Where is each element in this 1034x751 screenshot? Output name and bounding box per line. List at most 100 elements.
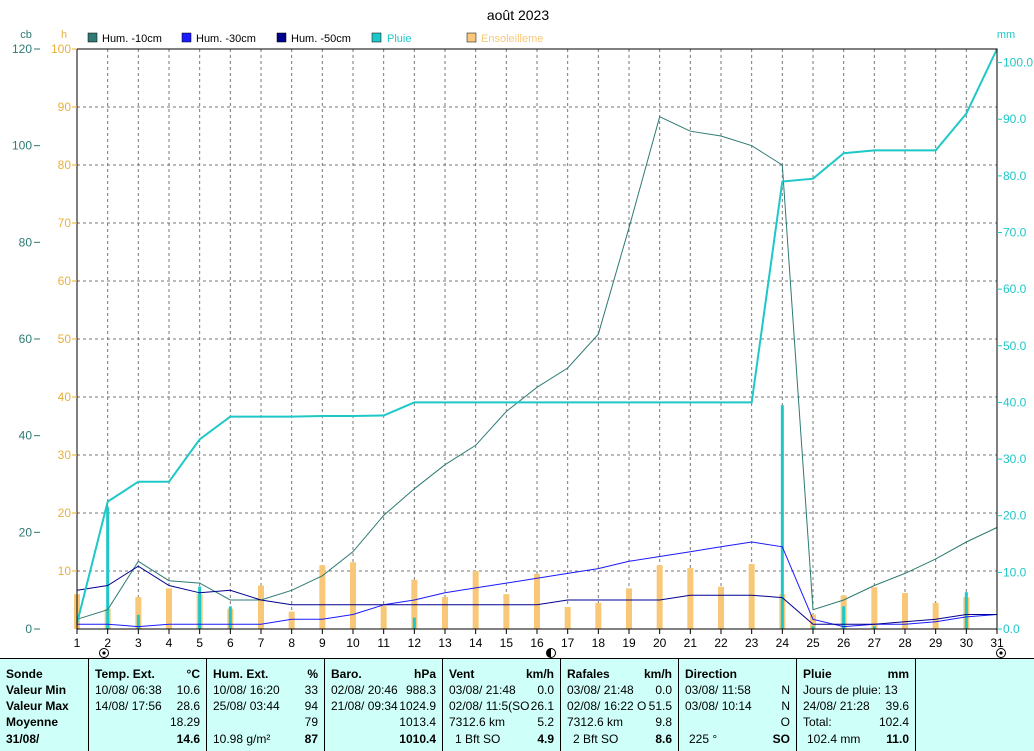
x-axis-tick-label: 9 — [319, 636, 326, 650]
temp-max-value: 28.6 — [176, 699, 200, 713]
daily-rain-bar — [872, 626, 876, 629]
daily-rain-bar — [106, 507, 110, 629]
sunshine-bar — [810, 614, 816, 629]
hum-min-time: 10/08/ 16:20 — [213, 683, 280, 697]
series-line-hum-50cm — [76, 565, 997, 625]
daily-rain-bar — [228, 606, 232, 629]
vent-unit: km/h — [525, 667, 554, 681]
rafales-day: 8.6 — [655, 732, 672, 746]
pluie-total: 102.4 — [878, 715, 909, 729]
vent-column: Vent km/h 03/08/ 21:48 0.0 02/08/ 11:5(SO 2… — [442, 659, 560, 751]
pluie-header: Pluie — [803, 667, 832, 681]
pluie-day-total: 102.4 mm — [807, 732, 861, 746]
baro-min-value: 988.3 — [405, 683, 436, 697]
direction-avg: O — [780, 715, 790, 729]
hum-max-time: 25/08/ 03:44 — [213, 699, 280, 713]
sunshine-bars — [74, 562, 970, 629]
pluie-unit: mm — [887, 667, 909, 681]
legend-label-pluie: Pluie — [387, 33, 411, 45]
left-axis-tick-label: 20 — [19, 525, 33, 539]
direction-header: Direction — [685, 667, 738, 681]
sunshine-bar — [503, 594, 510, 629]
left-axis-2-tick-label: 50 — [58, 332, 72, 346]
right-axis-tick-label: 30.0 — [1003, 452, 1027, 466]
temp-unit: °C — [186, 667, 200, 681]
hum-day: 87 — [304, 732, 318, 746]
sunshine-bar — [902, 593, 908, 629]
direction-max-value: N — [781, 699, 790, 713]
x-axis-tick-label: 23 — [745, 636, 759, 650]
legend-swatch-pluie — [371, 32, 382, 43]
baro-avg: 1013.4 — [399, 715, 436, 729]
x-axis-tick-label: 29 — [929, 636, 943, 650]
x-axis-tick-label: 10 — [346, 636, 360, 650]
hum-max-value: 94 — [304, 699, 318, 713]
left-axis-ticks: 0 20 40 60 80 100 120 — [12, 42, 40, 636]
legend-label-sun: Ensoleilleme — [481, 33, 543, 45]
temp-header: Temp. Ext. — [95, 667, 155, 681]
left-axis-2-tick-label: 20 — [58, 506, 72, 520]
x-axis-tick-label: 18 — [592, 636, 606, 650]
sunshine-bar — [564, 606, 571, 629]
x-axis-tick-label: 14 — [469, 636, 483, 650]
left-axis-unit: cb — [20, 29, 32, 41]
direction-day-degrees: 225 ° — [689, 732, 718, 746]
x-axis-tick-label: 12 — [408, 636, 422, 650]
sunshine-bar — [687, 568, 694, 629]
series-line-hum-30cm — [77, 541, 998, 628]
sunshine-bar — [932, 602, 939, 629]
left-axis-2-tick-label: 60 — [58, 274, 72, 288]
left-axis-2-tick-label: 90 — [58, 100, 72, 114]
baro-column: Baro. hPa 02/08/ 20:46 988.3 21/08/ 09:34 1… — [324, 659, 442, 751]
x-axis-tick-label: 20 — [653, 636, 667, 650]
pluie-max-time: 24/08/ 21:28 — [803, 699, 870, 713]
label-day: 31/08/ — [6, 732, 40, 746]
x-axis-tick-label: 13 — [438, 636, 452, 650]
rafales-unit: km/h — [643, 667, 672, 681]
empty-column — [915, 659, 1034, 751]
rafales-max-time: 02/08/ 16:22 O — [567, 699, 647, 713]
x-axis-tick-label: 21 — [684, 636, 698, 650]
left-axis-tick-label: 100 — [12, 139, 32, 153]
rafales-avg: 9.8 — [655, 715, 672, 729]
right-axis-ticks: 0.0 10.0 20.0 30.0 40.0 50.0 60.0 70.0 80.0 90.0 1… — [997, 56, 1033, 636]
x-axis-tick-label: 1 — [74, 636, 81, 650]
left-axis-tick-label: 60 — [19, 332, 33, 346]
rafales-min-value: 0.0 — [655, 683, 672, 697]
temp-avg: 18.29 — [169, 715, 200, 729]
vent-max-time: 02/08/ 11:5(SO — [449, 699, 530, 713]
left-axis-2-tick-label: 10 — [58, 564, 72, 578]
left-axis-tick-label: 80 — [19, 235, 33, 249]
direction-min-time: 03/08/ 11:58 — [685, 683, 751, 697]
left-axis-2-tick-label: 80 — [58, 158, 72, 172]
right-axis-tick-label: 60.0 — [1003, 282, 1027, 296]
x-axis-tick-label: 28 — [898, 636, 912, 650]
vent-day-beaufort: 1 Bft SO — [455, 732, 501, 746]
x-axis-tick-label: 25 — [806, 636, 820, 650]
sunshine-bar — [718, 586, 724, 629]
pluie-column: Pluie mm Jours de pluie: 13 24/08/ 21:28 3… — [796, 659, 915, 751]
sunshine-bar — [871, 587, 878, 629]
left-axis-2-tick-label: 70 — [58, 216, 72, 230]
right-axis-tick-label: 40.0 — [1003, 395, 1027, 409]
sunshine-bar — [319, 565, 326, 629]
hum-avg: 79 — [304, 715, 318, 729]
daily-rain-bar — [198, 586, 202, 629]
vent-header: Vent — [449, 667, 475, 681]
sunshine-bar — [288, 611, 295, 629]
baro-day: 1010.4 — [399, 732, 436, 746]
left-axis-2-tick-label: 40 — [58, 390, 72, 404]
right-axis-tick-label: 20.0 — [1003, 509, 1027, 523]
baro-max-time: 21/08/ 09:34 — [331, 699, 398, 713]
temp-column: Temp. Ext. °C 10/08/ 06:38 10.6 14/08/ 17:… — [88, 659, 206, 751]
direction-column: Direction 03/08/ 11:58 N 03/08/ 10:14 N O … — [678, 659, 796, 751]
hum-column: Hum. Ext.% 10/08/ 16:20 33 25/08/ 03:44 94… — [206, 659, 324, 751]
x-axis-tick-label: 3 — [135, 636, 142, 650]
x-axis-tick-label: 2 — [104, 636, 111, 650]
temp-day: 14.6 — [176, 732, 200, 746]
pluie-day: 11.0 — [886, 732, 909, 746]
rafales-column: Rafales km/h 03/08/ 21:48 0.0 02/08/ 16:22… — [560, 659, 678, 751]
direction-day: SO — [772, 732, 790, 746]
rafales-header: Rafales — [567, 667, 610, 681]
x-axis-tick-label: 31 — [990, 636, 1004, 650]
